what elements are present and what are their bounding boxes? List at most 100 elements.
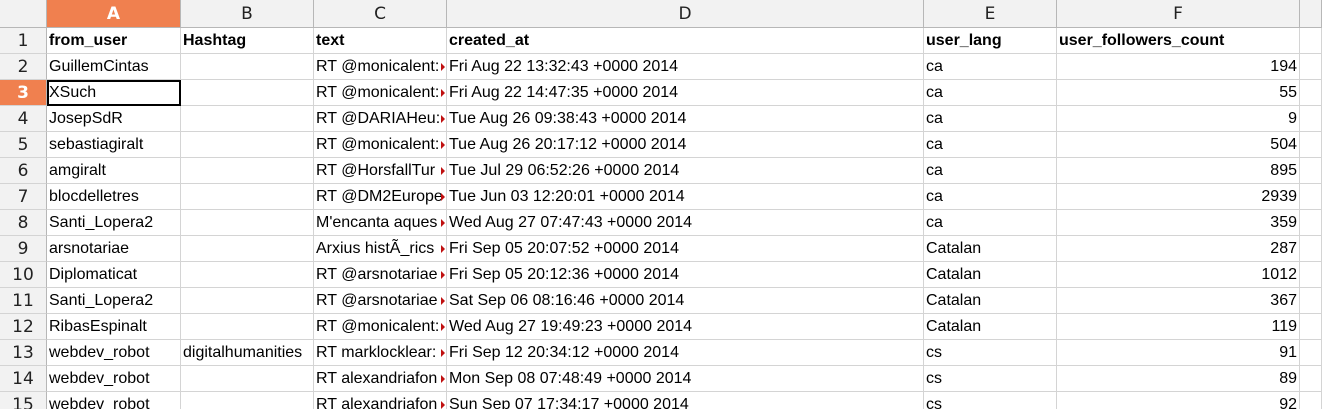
cell[interactable] <box>1300 392 1322 409</box>
row-header[interactable]: 4 <box>0 106 47 132</box>
cell[interactable]: Mon Sep 08 07:48:49 +0000 2014 <box>447 366 924 392</box>
cell[interactable]: RT @HorsfallTur <box>314 158 447 184</box>
cell[interactable] <box>1300 54 1322 80</box>
cell[interactable] <box>181 80 314 106</box>
column-header-a[interactable]: A <box>47 0 181 27</box>
cell[interactable]: webdev_robot <box>47 366 181 392</box>
row-header[interactable]: 6 <box>0 158 47 184</box>
row-header[interactable]: 2 <box>0 54 47 80</box>
cell[interactable]: RT @arsnotariae <box>314 262 447 288</box>
row-header[interactable]: 9 <box>0 236 47 262</box>
cell[interactable]: RT alexandriafon <box>314 392 447 409</box>
cell[interactable] <box>181 288 314 314</box>
cell[interactable]: GuillemCintas <box>47 54 181 80</box>
cell[interactable]: 91 <box>1057 340 1300 366</box>
cell[interactable]: created_at <box>447 28 924 54</box>
cell[interactable]: RT @monicalent: <box>314 314 447 340</box>
cell[interactable] <box>1300 28 1322 54</box>
cell[interactable]: 9 <box>1057 106 1300 132</box>
cell[interactable]: blocdelletres <box>47 184 181 210</box>
active-cell[interactable]: XSuch <box>47 80 181 106</box>
cell[interactable]: Fri Sep 05 20:12:36 +0000 2014 <box>447 262 924 288</box>
cell[interactable]: sebastiagiralt <box>47 132 181 158</box>
cell[interactable] <box>181 184 314 210</box>
cell[interactable]: Santi_Lopera2 <box>47 288 181 314</box>
cell[interactable] <box>1300 288 1322 314</box>
cell[interactable]: ca <box>924 106 1057 132</box>
cell[interactable]: RT @monicalent: <box>314 132 447 158</box>
row-header[interactable]: 12 <box>0 314 47 340</box>
cell[interactable]: webdev_robot <box>47 392 181 409</box>
cell[interactable]: Catalan <box>924 262 1057 288</box>
cell[interactable]: amgiralt <box>47 158 181 184</box>
cell[interactable] <box>181 106 314 132</box>
row-header[interactable]: 11 <box>0 288 47 314</box>
cell[interactable] <box>1300 80 1322 106</box>
cell[interactable]: ca <box>924 184 1057 210</box>
row-header[interactable]: 8 <box>0 210 47 236</box>
cell[interactable]: 89 <box>1057 366 1300 392</box>
cell[interactable]: 119 <box>1057 314 1300 340</box>
cell[interactable]: Tue Aug 26 09:38:43 +0000 2014 <box>447 106 924 132</box>
cell[interactable]: RT @monicalent: <box>314 80 447 106</box>
cell[interactable]: 1012 <box>1057 262 1300 288</box>
cell[interactable] <box>1300 184 1322 210</box>
cell[interactable]: Sun Sep 07 17:34:17 +0000 2014 <box>447 392 924 409</box>
column-header-b[interactable]: B <box>181 0 314 27</box>
cell[interactable]: Tue Jun 03 12:20:01 +0000 2014 <box>447 184 924 210</box>
cell[interactable]: webdev_robot <box>47 340 181 366</box>
cell[interactable] <box>1300 132 1322 158</box>
row-header[interactable]: 13 <box>0 340 47 366</box>
cell[interactable]: RibasEspinalt <box>47 314 181 340</box>
row-header[interactable]: 7 <box>0 184 47 210</box>
cell[interactable]: Tue Aug 26 20:17:12 +0000 2014 <box>447 132 924 158</box>
cell[interactable]: RT marklocklear: <box>314 340 447 366</box>
row-header[interactable]: 5 <box>0 132 47 158</box>
cell[interactable]: Catalan <box>924 288 1057 314</box>
cell[interactable]: 359 <box>1057 210 1300 236</box>
column-header-d[interactable]: D <box>447 0 924 27</box>
cell[interactable]: user_lang <box>924 28 1057 54</box>
cell[interactable] <box>1300 106 1322 132</box>
cell[interactable] <box>181 158 314 184</box>
cell[interactable] <box>181 314 314 340</box>
cell[interactable] <box>181 262 314 288</box>
cell[interactable]: Wed Aug 27 19:49:23 +0000 2014 <box>447 314 924 340</box>
column-header-c[interactable]: C <box>314 0 447 27</box>
cell[interactable] <box>1300 340 1322 366</box>
cell[interactable]: user_followers_count <box>1057 28 1300 54</box>
cell[interactable]: RT @monicalent: <box>314 54 447 80</box>
cell[interactable] <box>181 132 314 158</box>
cell[interactable]: RT @DARIAHeu: <box>314 106 447 132</box>
cell[interactable] <box>181 236 314 262</box>
cell[interactable]: Arxius histÃ_rics <box>314 236 447 262</box>
row-header[interactable]: 3 <box>0 80 47 106</box>
cell[interactable]: ca <box>924 210 1057 236</box>
cell[interactable]: ca <box>924 158 1057 184</box>
cell[interactable]: Diplomaticat <box>47 262 181 288</box>
row-header[interactable]: 1 <box>0 28 47 54</box>
cell[interactable]: text <box>314 28 447 54</box>
cell[interactable]: 92 <box>1057 392 1300 409</box>
cell[interactable]: ca <box>924 80 1057 106</box>
cell[interactable]: ca <box>924 132 1057 158</box>
cell[interactable]: cs <box>924 340 1057 366</box>
cell[interactable]: Hashtag <box>181 28 314 54</box>
cell[interactable]: 194 <box>1057 54 1300 80</box>
cell[interactable]: arsnotariae <box>47 236 181 262</box>
cell[interactable]: 504 <box>1057 132 1300 158</box>
cell[interactable]: RT @DM2Europe <box>314 184 447 210</box>
cell[interactable]: Wed Aug 27 07:47:43 +0000 2014 <box>447 210 924 236</box>
cell[interactable]: Santi_Lopera2 <box>47 210 181 236</box>
cell[interactable] <box>1300 210 1322 236</box>
cell[interactable] <box>1300 158 1322 184</box>
column-header-g-partial[interactable] <box>1300 0 1322 27</box>
cell[interactable] <box>181 54 314 80</box>
cell[interactable]: Fri Sep 12 20:34:12 +0000 2014 <box>447 340 924 366</box>
cell[interactable] <box>1300 236 1322 262</box>
cell[interactable]: M'encanta aques <box>314 210 447 236</box>
cell[interactable]: 287 <box>1057 236 1300 262</box>
cell[interactable] <box>1300 314 1322 340</box>
cell[interactable]: digitalhumanities <box>181 340 314 366</box>
cell[interactable]: Sat Sep 06 08:16:46 +0000 2014 <box>447 288 924 314</box>
